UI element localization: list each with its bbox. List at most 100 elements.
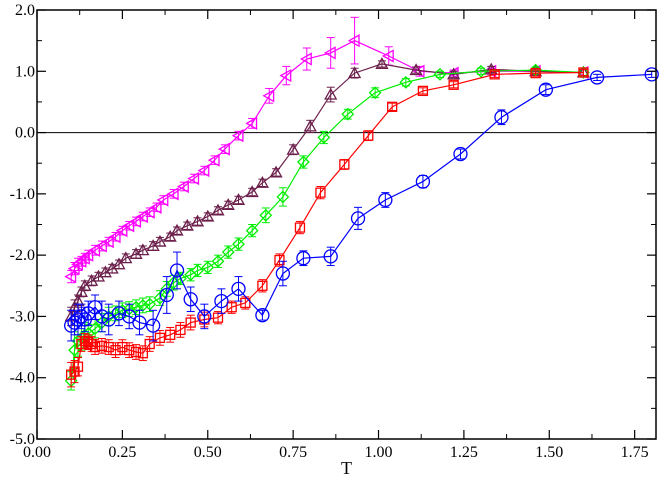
x-tick-label: 1.50 — [535, 444, 563, 461]
y-axis: -5.0 -4.0 -3.0 -2.0 -1.0 0.0 1.0 2.0 — [10, 2, 656, 448]
y-tick-label: -3.0 — [10, 308, 35, 325]
y-tick-label: 0.0 — [15, 125, 35, 142]
data-point-square — [66, 369, 77, 380]
plot-frame — [36, 9, 657, 440]
data-point-square — [185, 317, 196, 328]
data-point-diamond — [474, 64, 488, 78]
data-point-triangle — [170, 223, 184, 236]
series-layer — [64, 16, 659, 391]
data-point-square — [489, 69, 500, 80]
data-point-square — [448, 79, 459, 90]
data-point-triangle — [105, 261, 119, 274]
data-point-left-triangle — [262, 89, 275, 103]
data-point-diamond — [577, 66, 590, 79]
data-point-circle — [197, 309, 212, 324]
data-point-circle — [111, 306, 127, 321]
x-axis-title: T — [341, 458, 352, 478]
data-point-circle — [494, 110, 509, 125]
data-point-left-triangle — [245, 116, 258, 130]
data-point-circle — [122, 309, 137, 324]
data-point-circle — [183, 292, 198, 307]
data-point-left-triangle — [101, 235, 114, 249]
data-point-square — [130, 346, 142, 358]
data-point-circle — [415, 174, 431, 189]
data-point-diamond — [368, 86, 382, 100]
data-point-square — [387, 101, 398, 112]
data-point-triangle — [484, 62, 498, 75]
data-point-square — [315, 187, 326, 198]
data-point-circle — [255, 308, 270, 323]
data-point-circle — [589, 70, 605, 85]
series-red-squares — [66, 67, 589, 388]
data-point-circle — [538, 82, 554, 97]
data-point-circle — [214, 293, 229, 309]
data-point-circle — [145, 318, 161, 333]
y-tick-label: -2.0 — [10, 247, 35, 264]
data-point-triangle — [348, 66, 362, 79]
data-point-square — [89, 341, 101, 353]
data-point-circle — [159, 287, 174, 303]
x-axis: 0.00 0.25 0.50 0.75 1.00 1.25 1.50 1.75 — [23, 10, 649, 461]
data-point-left-triangle — [197, 163, 210, 178]
data-point-triangle — [136, 243, 150, 256]
data-point-triangle — [286, 142, 300, 155]
data-point-circle — [350, 211, 366, 226]
data-point-triangle — [211, 203, 225, 216]
series-line — [70, 69, 584, 381]
data-point-triangle — [180, 218, 194, 231]
y-tick-label: 1.0 — [15, 63, 35, 80]
data-point-diamond — [129, 300, 143, 314]
data-point-diamond — [191, 264, 204, 277]
data-point-diamond — [143, 297, 157, 311]
data-point-square — [363, 130, 374, 141]
x-tick-label: 0.25 — [108, 444, 136, 461]
data-point-triangle — [201, 209, 215, 222]
data-point-square — [117, 341, 128, 353]
data-point-left-triangle — [177, 179, 189, 194]
data-point-square — [154, 332, 166, 344]
data-point-triangle — [375, 57, 389, 69]
data-point-square — [137, 348, 149, 359]
x-tick-label: 1.00 — [365, 444, 393, 461]
y-tick-label: -1.0 — [10, 186, 35, 203]
data-point-diamond — [296, 155, 310, 169]
data-point-circle — [323, 249, 338, 264]
data-point-left-triangle — [88, 243, 101, 257]
data-point-left-triangle — [279, 68, 292, 83]
data-point-left-triangle — [187, 171, 200, 186]
data-point-diamond — [211, 254, 225, 268]
x-tick-label: 0.75 — [279, 444, 307, 461]
data-point-square — [257, 280, 268, 291]
data-point-diamond — [221, 245, 235, 259]
data-point-triangle — [119, 251, 133, 264]
data-point-triangle — [146, 239, 160, 252]
x-tick-label: 1.75 — [621, 444, 649, 461]
data-point-diamond — [245, 224, 259, 238]
data-point-diamond — [276, 190, 290, 204]
data-point-diamond — [88, 322, 102, 336]
data-point-triangle — [85, 274, 99, 286]
data-point-square — [226, 302, 237, 313]
data-point-left-triangle — [156, 193, 169, 207]
data-point-diamond — [201, 260, 215, 274]
data-point-square — [530, 67, 541, 79]
data-point-left-triangle — [129, 214, 142, 229]
data-point-triangle — [190, 214, 205, 227]
series-green-diamonds — [64, 63, 590, 391]
x-tick-label: 0.50 — [194, 444, 222, 461]
data-point-square — [339, 159, 350, 170]
y-tick-label: 2.0 — [15, 2, 35, 19]
data-point-left-triangle — [64, 269, 77, 284]
data-point-left-triangle — [115, 224, 128, 238]
data-point-left-triangle — [142, 205, 155, 219]
data-point-circle — [275, 266, 291, 281]
data-point-left-triangle — [381, 49, 394, 63]
series-maroon-triangles — [64, 57, 591, 327]
data-point-square — [96, 340, 108, 351]
data-point-triangle — [303, 119, 317, 132]
series-line — [70, 63, 584, 317]
data-point-square — [124, 344, 135, 356]
data-point-circle — [378, 192, 393, 208]
y-tick-label: -5.0 — [10, 431, 35, 448]
